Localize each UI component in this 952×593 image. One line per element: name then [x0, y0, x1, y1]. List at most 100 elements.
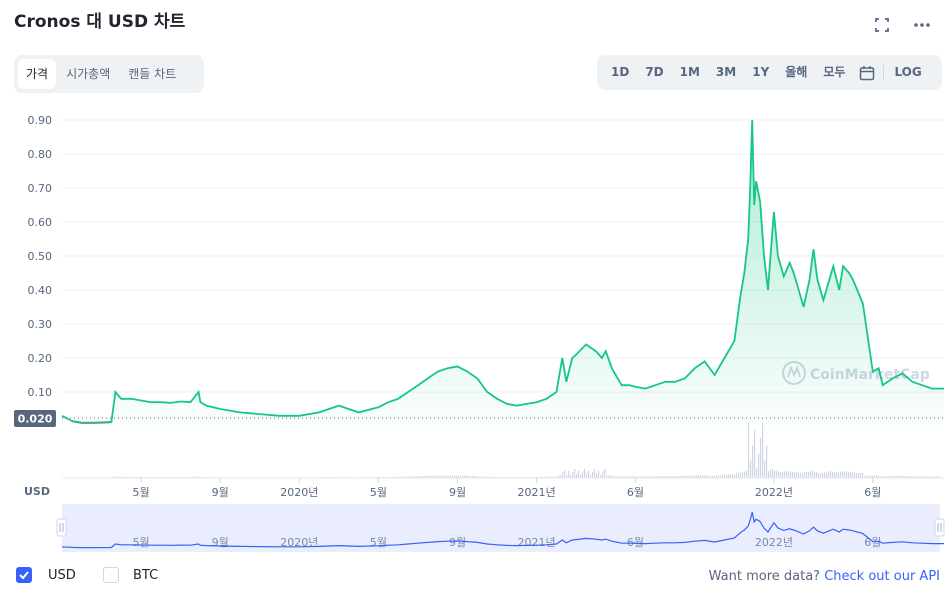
- volume-bar: [434, 475, 436, 478]
- volume-bar: [622, 476, 624, 478]
- volume-bar: [734, 474, 736, 478]
- volume-bar: [658, 476, 660, 478]
- range-3m[interactable]: 3M: [715, 65, 737, 79]
- volume-bar: [648, 476, 650, 478]
- volume-bar: [470, 476, 472, 478]
- volume-bar: [916, 476, 918, 478]
- range-all[interactable]: 모두: [823, 65, 846, 79]
- navigator-tick-label: 5월: [133, 536, 150, 549]
- volume-bar: [398, 476, 400, 478]
- volume-bar: [686, 475, 688, 478]
- navigator-left-handle[interactable]: [56, 518, 67, 537]
- volume-bar: [760, 438, 762, 478]
- volume-bar: [914, 476, 916, 478]
- volume-bar: [580, 474, 582, 478]
- volume-bar: [856, 472, 858, 478]
- volume-bar: [454, 475, 456, 478]
- volume-bar: [852, 471, 854, 478]
- legend-btc[interactable]: BTC: [103, 567, 158, 583]
- volume-bar: [736, 472, 738, 478]
- volume-bar: [908, 476, 910, 478]
- volume-bar: [886, 476, 888, 478]
- volume-bar: [402, 476, 404, 478]
- volume-bar: [710, 475, 712, 478]
- volume-bar: [790, 471, 792, 478]
- range-1y[interactable]: 1Y: [752, 65, 770, 79]
- volume-bar: [570, 475, 572, 478]
- volume-bar: [684, 476, 686, 478]
- volume-bar: [124, 476, 126, 478]
- volume-bar: [586, 473, 588, 478]
- volume-bar: [474, 476, 476, 478]
- volume-bar: [682, 476, 684, 478]
- tab-market-cap[interactable]: 시가총액: [66, 67, 111, 81]
- volume-bar: [598, 470, 600, 478]
- volume-bar: [178, 476, 180, 478]
- volume-bar: [834, 472, 836, 478]
- volume-bar: [860, 472, 862, 478]
- volume-bar: [688, 475, 690, 478]
- more-options-icon[interactable]: [909, 12, 935, 38]
- volume-bar: [748, 423, 750, 478]
- volume-bar: [114, 476, 116, 478]
- volume-bar: [636, 476, 638, 478]
- volume-bar: [556, 476, 558, 478]
- fullscreen-icon[interactable]: [869, 12, 895, 38]
- volume-bar: [666, 476, 668, 478]
- volume-bar: [752, 445, 754, 478]
- api-promo: Want more data? Check out our API: [709, 569, 940, 584]
- range-1d[interactable]: 1D: [611, 65, 630, 79]
- tab-price[interactable]: 가격: [18, 59, 57, 89]
- usd-label: USD: [48, 567, 76, 583]
- volume-bar: [176, 476, 178, 478]
- navigator[interactable]: 5월 9월 2020년 5월 9월 2021년 6월 2022년 6월: [56, 504, 945, 552]
- y-tick-label: 0.60: [28, 216, 53, 229]
- btc-checkbox[interactable]: [103, 567, 119, 583]
- volume-bar: [892, 476, 894, 478]
- volume-bar: [758, 453, 760, 478]
- volume-bar: [718, 475, 720, 478]
- volume-bar: [732, 474, 734, 478]
- volume-bar: [894, 475, 896, 478]
- price-line: [61, 119, 944, 424]
- range-ytd[interactable]: 올해: [785, 65, 808, 79]
- volume-bar: [804, 471, 806, 478]
- volume-bar: [754, 430, 756, 478]
- api-text: Want more data?: [708, 569, 821, 584]
- navigator-line: [61, 511, 944, 549]
- volume-bar: [562, 472, 564, 478]
- volume-bar: [838, 472, 840, 478]
- volume-bar: [858, 472, 860, 478]
- volume-bar: [614, 475, 616, 478]
- volume-bar: [740, 472, 742, 478]
- y-tick-label: 0.50: [28, 250, 53, 263]
- volume-bar: [194, 476, 196, 478]
- volume-bar: [680, 476, 682, 478]
- volume-bar: [712, 475, 714, 478]
- volume-bar: [668, 476, 670, 478]
- tab-candle-chart[interactable]: 캔들 차트: [128, 67, 177, 81]
- volume-bar: [612, 475, 614, 478]
- volume-bar: [878, 475, 880, 478]
- volume-bar: [646, 476, 648, 478]
- volume-bar: [112, 476, 114, 478]
- usd-checkbox[interactable]: [16, 567, 32, 583]
- range-7d[interactable]: 7D: [645, 65, 664, 79]
- volume-bar: [552, 476, 554, 478]
- legend-usd[interactable]: USD: [16, 567, 76, 583]
- calendar-icon[interactable]: [853, 60, 881, 85]
- api-link[interactable]: Check out our API: [824, 569, 940, 584]
- volume-bar: [432, 475, 434, 478]
- volume-bar: [126, 476, 128, 478]
- volume-bar: [604, 468, 606, 478]
- volume-bar: [628, 476, 630, 478]
- navigator-right-handle[interactable]: [934, 518, 945, 537]
- range-1m[interactable]: 1M: [679, 65, 700, 79]
- volume-bar: [788, 471, 790, 478]
- volume-bar: [480, 476, 482, 478]
- log-scale-toggle[interactable]: LOG: [894, 65, 922, 79]
- volume-bar: [390, 476, 392, 478]
- volume-bar: [830, 471, 832, 478]
- volume-bar: [620, 476, 622, 478]
